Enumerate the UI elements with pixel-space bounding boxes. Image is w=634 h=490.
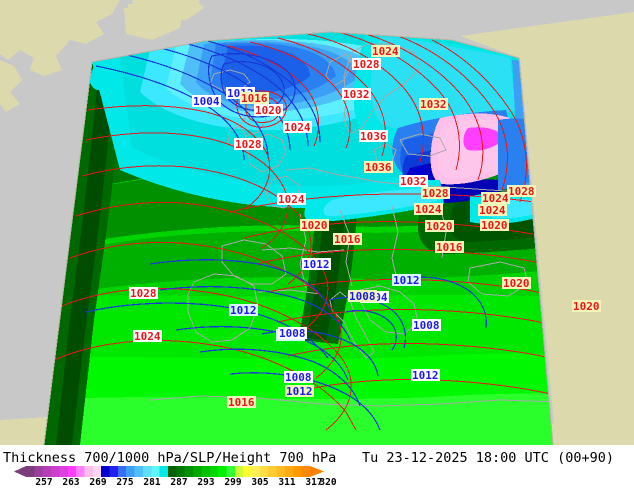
colorbar-tick: 311 (278, 477, 296, 488)
isobar-label: 1012 (411, 369, 440, 382)
chart-footer: Thickness 700/1000 hPa/SLP/Height 700 hP… (0, 445, 634, 490)
isobar-label: 1024 (283, 121, 312, 134)
map-canvas[interactable]: 1004101210161020102810241032102410281036… (0, 0, 634, 445)
colorbar-tick: 293 (197, 477, 215, 488)
colorbar-tick: 269 (89, 477, 107, 488)
isobar-label: 1036 (364, 161, 393, 174)
isobar-label: 1028 (421, 187, 450, 200)
isobar-label: 1020 (254, 104, 283, 117)
isobar-label: 1008 (278, 327, 307, 340)
isobar-label: 1020 (480, 219, 509, 232)
isobar-label: 1012 (285, 385, 314, 398)
isobar-label: 1008 (412, 319, 441, 332)
isobar-label: 1008 (284, 371, 313, 384)
colorbar-tick: 263 (62, 477, 80, 488)
isobar-label: 1024 (414, 203, 443, 216)
isobar-label: 1012 (229, 304, 258, 317)
isobar-label: 1032 (419, 98, 448, 111)
colorbar-tick: 287 (170, 477, 188, 488)
isobar-label: 1008 (348, 290, 377, 303)
colorbar-tick: 281 (143, 477, 161, 488)
chart-timestamp: Tu 23-12-2025 18:00 UTC (00+90) (362, 450, 614, 466)
colorbar-tick: 305 (251, 477, 269, 488)
isobar-label: 1032 (399, 175, 428, 188)
isobar-label: 1016 (227, 396, 256, 409)
colorbar-swatches (14, 466, 324, 477)
map-graphics (0, 0, 634, 445)
isobar-label: 1012 (392, 274, 421, 287)
colorbar-tick: 320 (319, 477, 337, 488)
colorbar-tick: 317 (305, 477, 323, 488)
isobar-label: 1004 (192, 95, 221, 108)
colorbar-tick: 275 (116, 477, 134, 488)
domain-outline (43, 31, 554, 445)
isobar-label: 1028 (234, 138, 263, 151)
isobar-label: 1020 (502, 277, 531, 290)
isobar-label: 1028 (352, 58, 381, 71)
isobar-label: 1020 (425, 220, 454, 233)
isobar-label: 1012 (302, 258, 331, 271)
isobar-label: 1024 (478, 204, 507, 217)
isobar-label: 1036 (359, 130, 388, 143)
isobar-label: 1024 (133, 330, 162, 343)
isobar-label: 1024 (277, 193, 306, 206)
isobar-label: 1032 (342, 88, 371, 101)
isobar-label: 1028 (507, 185, 536, 198)
isobar-label: 1016 (333, 233, 362, 246)
chart-title: Thickness 700/1000 hPa/SLP/Height 700 hP… (3, 450, 337, 466)
colorbar-tick: 299 (224, 477, 242, 488)
isobar-label: 1020 (572, 300, 601, 313)
colorbar-tick: 257 (35, 477, 53, 488)
colorbar: 257 263 269 275 281 287 293 299 305 311 317 320 (14, 466, 337, 489)
isobar-label: 1024 (481, 192, 510, 205)
isobar-label: 1020 (300, 219, 329, 232)
isobar-label: 1024 (371, 45, 400, 58)
isobar-label: 1016 (435, 241, 464, 254)
isobar-label: 1016 (240, 92, 269, 105)
isobar-label: 1028 (129, 287, 158, 300)
